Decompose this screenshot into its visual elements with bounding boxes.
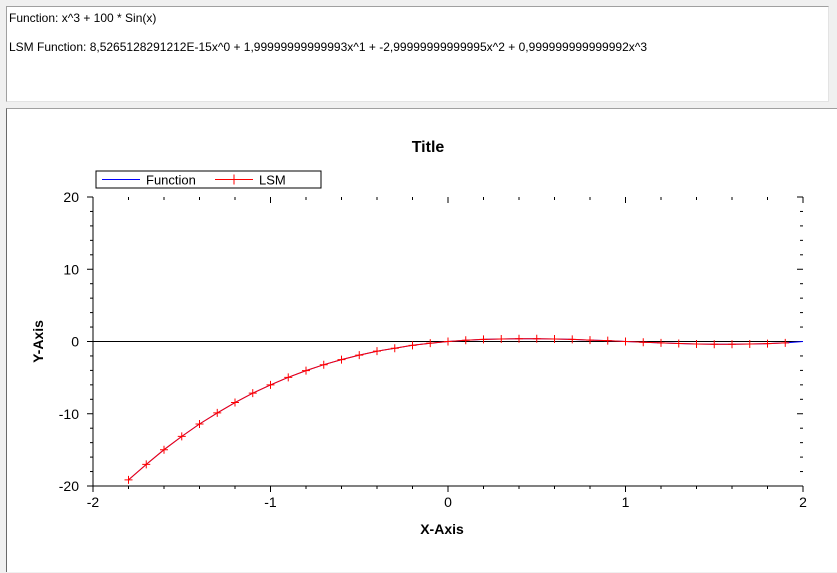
lsm-point-marker	[586, 336, 594, 345]
lsm-point-marker	[124, 475, 133, 484]
y-tick-label: 0	[71, 334, 79, 350]
lsm-point-marker	[390, 344, 399, 353]
lsm-point-marker	[426, 339, 435, 348]
lsm-function-text: LSM Function: 8,5265128291212E-15x^0 + 1…	[9, 40, 648, 54]
lsm-point-marker	[319, 360, 328, 369]
legend-label-lsm: LSM	[259, 173, 286, 188]
lsm-point-marker	[302, 366, 310, 375]
function-info-textbox[interactable]: Function: x^3 + 100 * Sin(x) LSM Functio…	[6, 6, 829, 102]
lsm-point-marker	[621, 337, 630, 346]
lsm-point-marker	[710, 340, 719, 349]
lsm-point-marker	[657, 338, 665, 347]
lsm-point-marker	[355, 351, 364, 360]
lsm-point-marker	[692, 339, 701, 348]
x-tick-label: -1	[264, 494, 277, 510]
lsm-point-marker	[515, 334, 523, 343]
lsm-point-marker	[461, 336, 470, 345]
lsm-point-marker	[284, 373, 293, 382]
legend-box	[95, 170, 322, 189]
lsm-point-marker	[568, 335, 577, 344]
x-tick-label: 1	[622, 494, 630, 510]
series-line-function	[128, 338, 804, 481]
lsm-point-marker	[497, 335, 506, 344]
lsm-point-marker	[373, 347, 381, 356]
y-tick-label: 20	[63, 189, 79, 205]
series-line-lsm	[128, 338, 786, 481]
lsm-point-marker	[603, 336, 612, 345]
lsm-point-marker	[674, 339, 683, 348]
lsm-point-marker	[142, 460, 151, 469]
lsm-point-marker	[532, 334, 541, 343]
function-text: Function: x^3 + 100 * Sin(x)	[9, 11, 157, 25]
lsm-point-marker	[177, 432, 186, 441]
lsm-point-marker	[248, 389, 257, 398]
lsm-point-marker	[231, 398, 239, 407]
lsm-point-marker	[639, 338, 648, 347]
lsm-point-marker	[408, 341, 417, 350]
lsm-point-marker	[479, 335, 488, 344]
y-tick-label: 10	[63, 261, 79, 277]
lsm-point-marker	[195, 420, 204, 429]
lsm-point-marker	[763, 339, 772, 348]
legend-label-function: Function	[146, 173, 196, 188]
lsm-point-marker	[550, 335, 559, 344]
y-axis-title: Y-Axis	[30, 320, 46, 363]
x-tick-label: 2	[799, 494, 807, 510]
x-tick-label: 0	[444, 494, 452, 510]
x-tick-label: -2	[87, 494, 100, 510]
lsm-point-marker	[337, 355, 346, 364]
y-tick-label: -20	[59, 478, 79, 494]
y-tick-label: -10	[59, 406, 79, 422]
lsm-point-marker	[266, 380, 275, 389]
lsm-point-marker	[213, 408, 222, 417]
legend-marker-lsm	[230, 174, 238, 185]
chart-title: Title	[412, 139, 445, 156]
lsm-point-marker	[444, 337, 452, 346]
lsm-point-marker	[160, 445, 168, 454]
lsm-point-marker	[781, 338, 790, 347]
chart-panel: Title 20 10 0 -10 -20 -2 -1 0 1 2 X-Axis Y-Axis Funct…	[6, 108, 837, 572]
lsm-point-marker	[728, 340, 736, 349]
x-axis-title: X-Axis	[420, 521, 464, 537]
lsm-point-marker	[745, 339, 754, 348]
